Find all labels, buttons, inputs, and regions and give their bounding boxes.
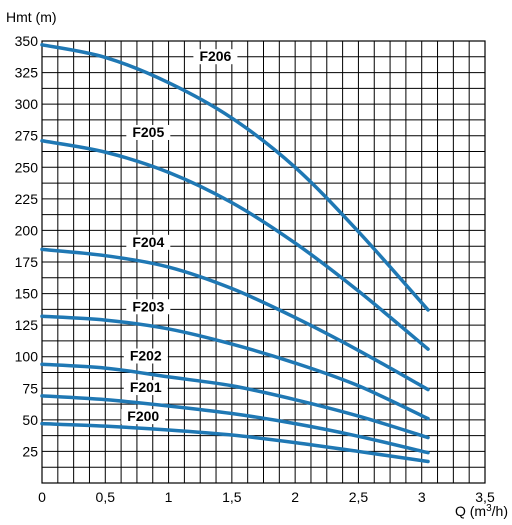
x-tick-label: 3 — [418, 489, 426, 505]
y-tick-label: 250 — [15, 159, 39, 175]
series-line-f201 — [40, 394, 430, 455]
y-tick-label: 100 — [15, 349, 39, 365]
series-label-backing — [123, 380, 168, 396]
x-tick-label: 1,5 — [222, 489, 242, 505]
y-tick-label: 325 — [15, 65, 39, 81]
series-label-backing — [123, 348, 168, 364]
series-line-f200 — [40, 421, 430, 464]
plot-frame — [41, 40, 486, 484]
x-tick-label: 2,5 — [349, 489, 369, 505]
series-label-f202: F202 — [130, 348, 162, 364]
y-tick-label: 25 — [22, 443, 38, 459]
series-line-f206 — [40, 43, 430, 312]
series-label-f205: F205 — [132, 124, 164, 140]
y-tick-label: 275 — [15, 128, 39, 144]
y-tick-label: 300 — [15, 96, 39, 112]
series-label-f200: F200 — [127, 408, 159, 424]
y-tick-label: 50 — [22, 412, 38, 428]
series-line-f204 — [40, 247, 430, 392]
y-tick-labels: 25 50 75 100 125 150 175 200 225 250 275 300 325 350 — [15, 33, 39, 459]
x-axis-title: Q (m3/h) — [455, 503, 508, 519]
series-label-f206: F206 — [199, 48, 231, 64]
y-tick-label: 175 — [15, 254, 39, 270]
series-label-backing — [126, 234, 171, 250]
y-tick-label: 350 — [15, 33, 39, 49]
series-label-backing — [126, 299, 171, 315]
series-line-f202 — [40, 362, 430, 440]
x-tick-labels: 0 0,5 1 1,5 2 2,5 3 3,5 — [38, 489, 495, 505]
series-line-f203 — [40, 314, 430, 421]
series-label-backing — [193, 49, 238, 65]
series-label-f203: F203 — [132, 298, 164, 314]
y-tick-label: 125 — [15, 317, 39, 333]
x-tick-label: 3,5 — [475, 489, 495, 505]
series-label-f204: F204 — [132, 234, 164, 250]
x-tick-label: 0 — [38, 489, 46, 505]
y-tick-label: 75 — [22, 380, 38, 396]
y-tick-label: 200 — [15, 222, 39, 238]
series-labels: F200 F201 F202 F203 F204 F205 F206 — [121, 48, 238, 425]
series-curves — [40, 43, 430, 464]
x-tick-label: 0,5 — [96, 489, 116, 505]
x-tick-label: 2 — [291, 489, 299, 505]
series-line-f205 — [40, 139, 430, 351]
y-tick-label: 225 — [15, 191, 39, 207]
y-axis-title: Hmt (m) — [6, 9, 57, 25]
y-tick-label: 150 — [15, 286, 39, 302]
series-label-backing — [126, 124, 171, 140]
series-label-backing — [121, 409, 166, 425]
x-tick-label: 1 — [165, 489, 173, 505]
series-label-f201: F201 — [130, 379, 162, 395]
